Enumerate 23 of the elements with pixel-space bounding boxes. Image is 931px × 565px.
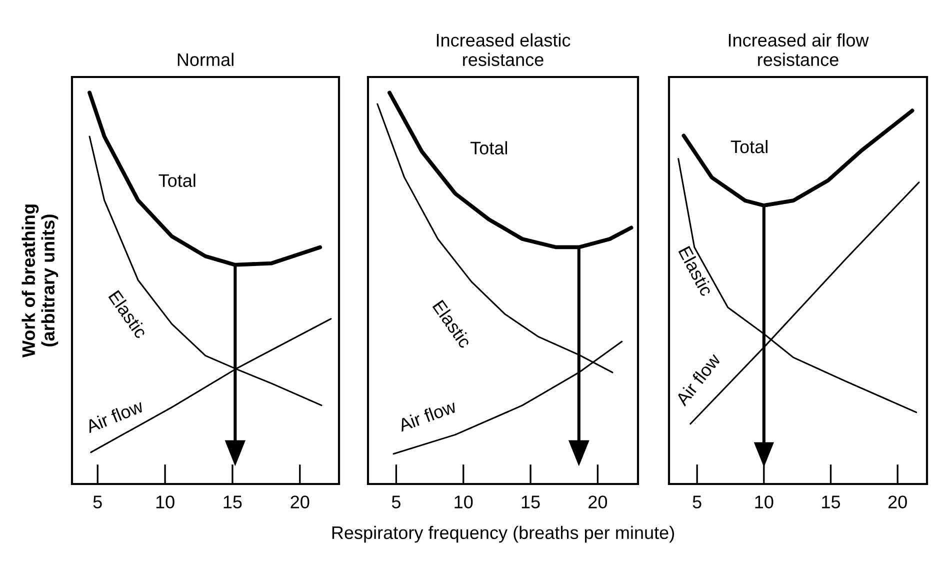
text: Air flow — [84, 398, 144, 434]
x-tick-label: 10 — [755, 496, 774, 508]
x-tick-label: 15 — [822, 496, 840, 508]
text: Air flow — [397, 399, 458, 432]
x-tick-label: 5 — [692, 496, 702, 508]
chart-title: Increased elastic resistance — [436, 33, 570, 66]
x-tick-label: 10 — [454, 496, 473, 508]
x-tick-label: 15 — [522, 496, 540, 508]
y-axis-title: Work of breathing (arbitrary units) — [22, 204, 58, 358]
series-label: Total — [730, 140, 768, 154]
text: Air flow — [674, 352, 722, 407]
chart-title: Increased air flow resistance — [728, 33, 869, 66]
chart-title: Normal — [178, 52, 234, 66]
x-tick-label: 5 — [392, 496, 400, 508]
x-tick-label: 10 — [156, 496, 174, 508]
series-label: Total — [158, 174, 196, 187]
x-tick-label: 15 — [224, 496, 242, 508]
x-tick-label: 5 — [93, 496, 102, 508]
x-tick-label: 20 — [290, 496, 310, 508]
x-tick-label: 20 — [888, 496, 907, 508]
x-axis-title: Respiratory frequency (breaths per minute) — [332, 526, 674, 543]
text: Total — [470, 141, 508, 154]
x-tick-label: 20 — [588, 496, 608, 508]
